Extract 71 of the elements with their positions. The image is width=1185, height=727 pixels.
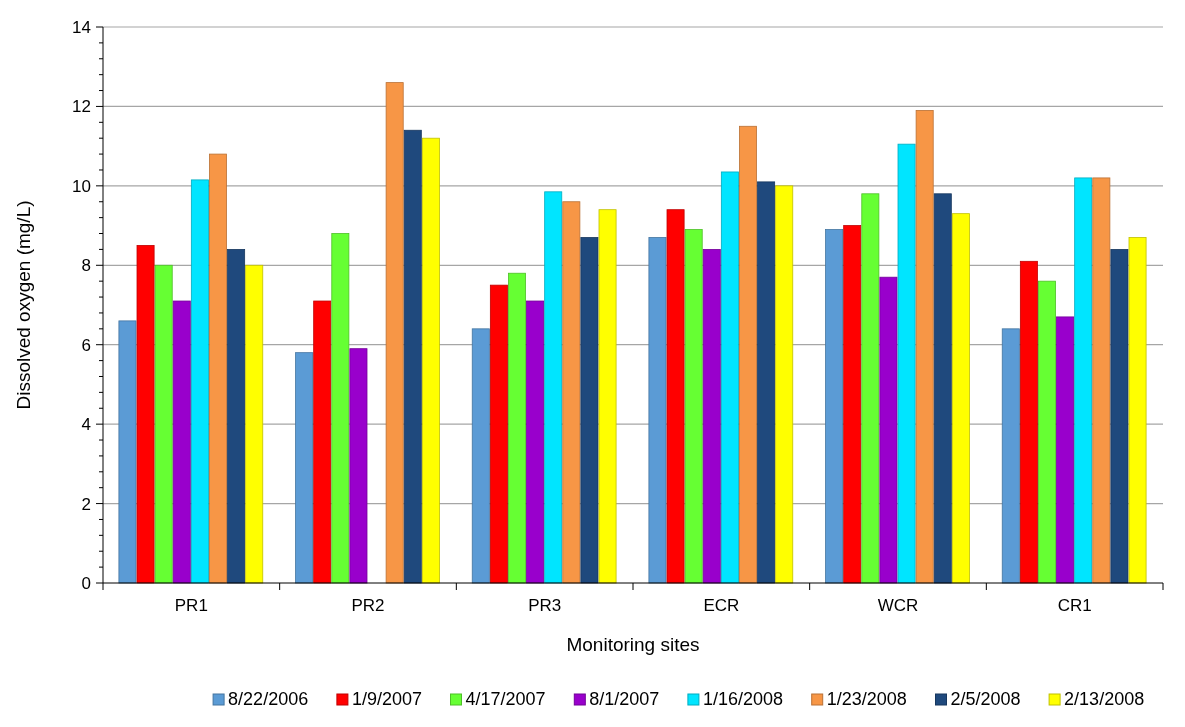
bar [245,264,264,584]
bar [172,300,191,584]
bar [421,137,440,584]
bar [825,229,844,584]
x-tick-label: WCR [877,596,919,615]
bar [1110,249,1129,584]
bar [313,300,332,584]
x-tick-label: CR1 [1057,596,1092,615]
bar [666,209,685,584]
bar [1019,260,1038,584]
y-tick-label: 14 [72,17,91,37]
legend-label: 1/16/2008 [702,689,783,709]
bar [684,229,703,584]
bar [562,201,581,584]
bar [209,153,227,584]
legend-label: 1/9/2007 [351,689,422,709]
bar [385,82,404,584]
y-tick-label: 0 [81,573,91,593]
legend-label: 1/23/2008 [826,689,907,709]
bar [227,249,246,584]
y-tick-label: 4 [81,415,91,435]
bar [118,320,137,584]
bar [580,237,599,584]
bar [1092,177,1111,584]
bar [915,110,934,584]
bar [1056,316,1075,584]
bar [648,237,667,584]
bar [843,225,862,584]
bar [933,193,952,584]
x-tick-label: PR3 [528,596,562,615]
bar [897,143,916,584]
y-tick-label: 10 [72,176,91,196]
bar [508,272,526,584]
legend-label: 2/13/2008 [1064,689,1145,709]
bar [1001,328,1020,584]
bar [526,300,545,584]
bar [757,181,776,584]
x-axis-title: Monitoring sites [566,634,700,655]
bar [471,328,490,584]
bar [702,249,721,584]
bar [739,125,757,584]
x-tick-label: ECR [703,596,740,615]
bar [879,276,898,584]
bar [136,245,155,584]
bar [775,185,794,584]
bar [349,348,368,584]
legend-label: 4/17/2007 [465,689,546,709]
legend-label: 8/1/2007 [589,689,660,709]
bar [190,179,209,584]
bar [331,233,350,584]
y-axis-title: Dissolved oxygen (mg/L) [13,200,34,410]
bar [544,191,563,584]
y-tick-label: 2 [81,494,91,514]
bar [598,209,617,584]
bar [403,129,422,584]
y-tick-label: 6 [81,335,91,355]
bar [1038,280,1056,584]
bar [154,264,173,584]
y-tick-label: 12 [72,97,91,117]
bar [1128,237,1147,584]
bar [720,171,739,584]
bar [295,352,314,584]
legend-label: 2/5/2008 [950,689,1021,709]
bar [489,284,508,584]
legend-label: 8/22/2006 [228,689,309,709]
bar [1074,177,1093,584]
y-tick-label: 8 [81,256,91,276]
bar [861,193,880,584]
x-tick-label: PR1 [174,596,208,615]
x-tick-label: PR2 [351,596,385,615]
bar [951,213,970,584]
